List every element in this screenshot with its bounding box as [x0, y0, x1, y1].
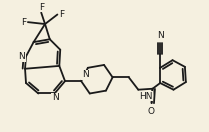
- Text: O: O: [147, 107, 154, 116]
- Text: F: F: [39, 3, 44, 12]
- Text: N: N: [82, 70, 89, 79]
- Text: N: N: [18, 52, 25, 61]
- Text: N: N: [52, 93, 59, 103]
- Text: F: F: [59, 10, 64, 19]
- Text: HN: HN: [139, 92, 153, 101]
- Text: F: F: [21, 18, 26, 27]
- Text: N: N: [157, 31, 164, 40]
